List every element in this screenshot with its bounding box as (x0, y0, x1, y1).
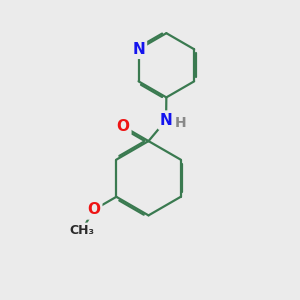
Text: O: O (87, 202, 100, 217)
Text: N: N (160, 112, 172, 128)
Text: CH₃: CH₃ (69, 224, 94, 238)
Text: O: O (116, 119, 129, 134)
Text: H: H (175, 116, 186, 130)
Text: N: N (132, 42, 145, 57)
